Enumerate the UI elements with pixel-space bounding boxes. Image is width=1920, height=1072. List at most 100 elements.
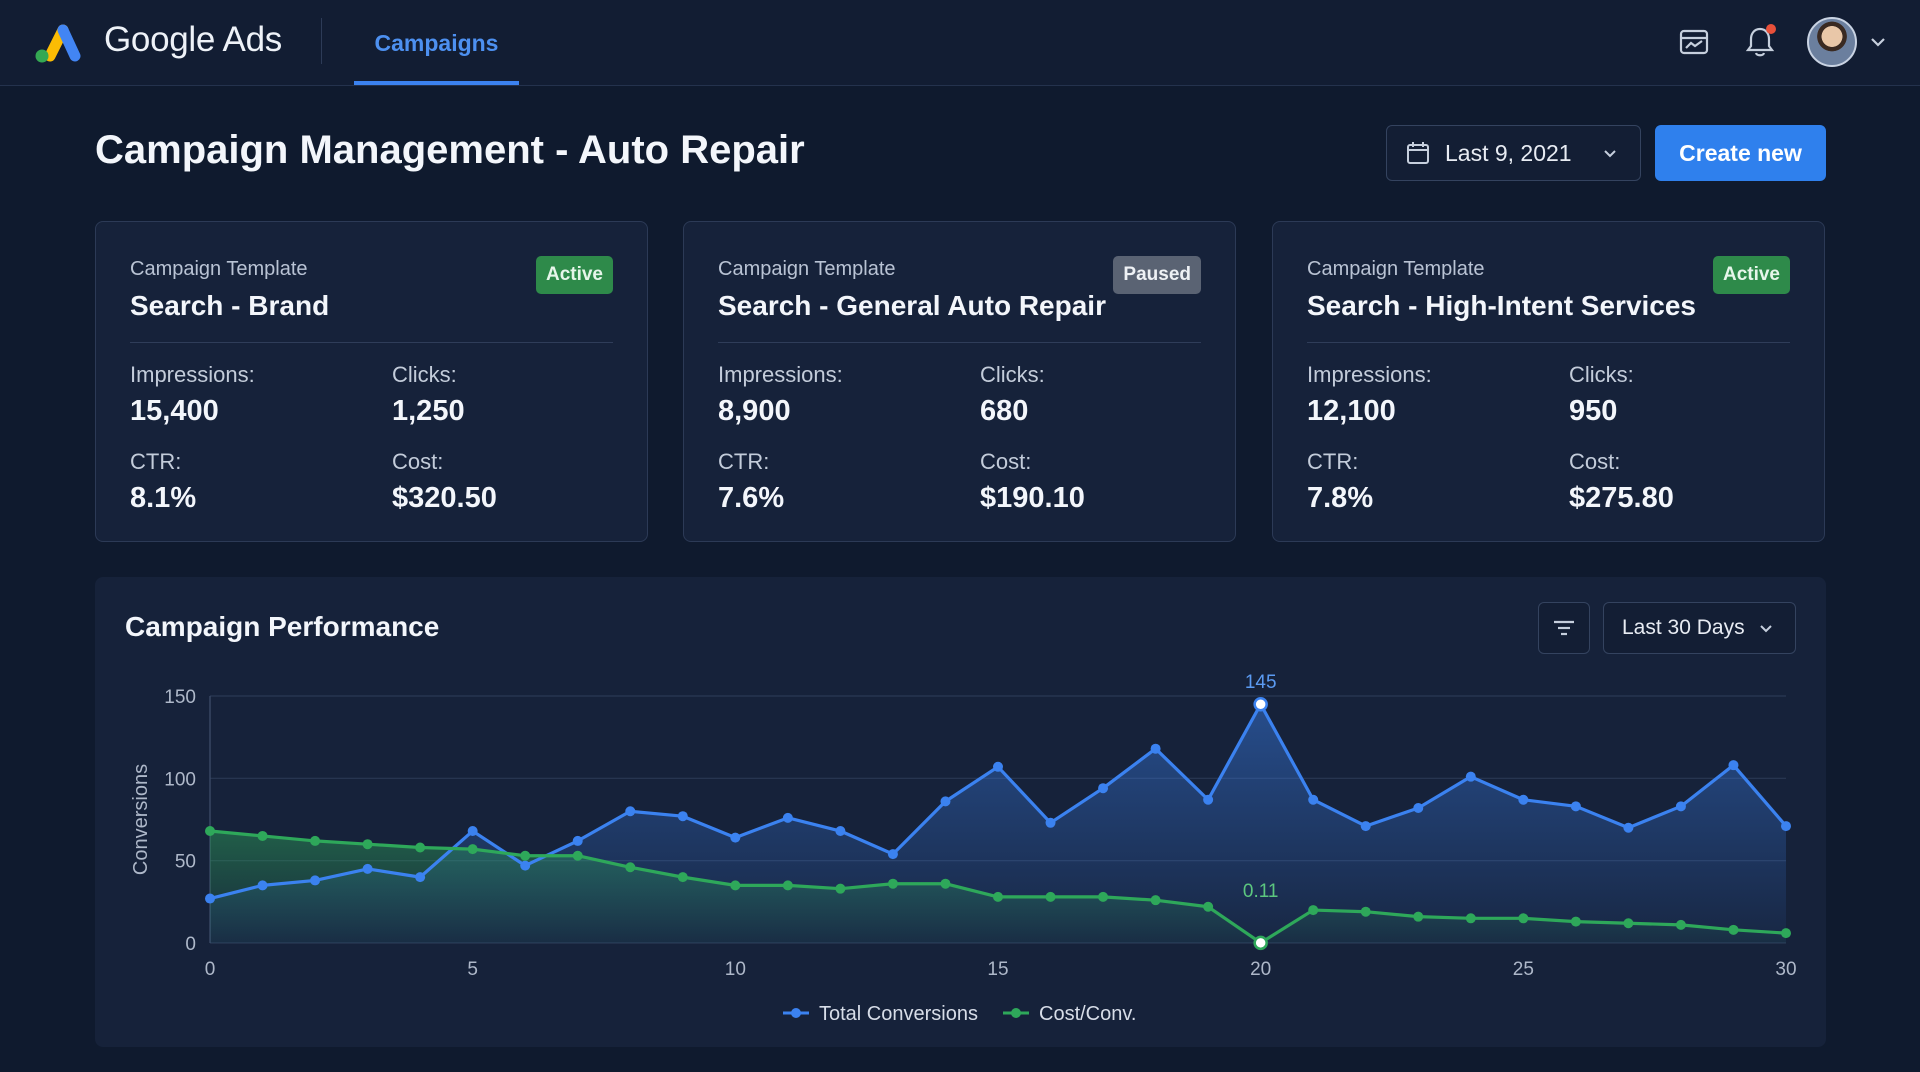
data-point xyxy=(1045,891,1056,902)
data-point xyxy=(1781,928,1791,939)
cost-value: $275.80 xyxy=(1569,482,1674,514)
data-point xyxy=(1465,913,1476,924)
data-point xyxy=(1570,916,1581,927)
data-point xyxy=(1203,794,1214,805)
highlight-point xyxy=(1253,696,1268,712)
page-title: Campaign Management - Auto Repair xyxy=(95,128,805,172)
legend-label: Total Conversions xyxy=(819,1003,978,1025)
status-badge: Active xyxy=(535,256,613,294)
cost-value: $320.50 xyxy=(392,482,497,514)
data-point xyxy=(467,844,478,855)
data-point xyxy=(677,872,688,883)
ctr-label: CTR: xyxy=(130,449,182,474)
date-range-selector[interactable]: Last 9, 2021 xyxy=(1386,125,1641,181)
data-point xyxy=(1413,911,1424,922)
data-point xyxy=(940,878,951,889)
clicks-label: Clicks: xyxy=(392,362,457,387)
campaign-card[interactable]: Campaign Template Search - General Auto … xyxy=(683,221,1236,542)
data-point xyxy=(310,835,321,846)
avatar[interactable] xyxy=(1807,17,1857,67)
data-point xyxy=(520,860,531,871)
tab-campaigns[interactable]: Campaigns xyxy=(374,29,499,56)
chevron-down-icon[interactable] xyxy=(1866,30,1890,54)
data-point xyxy=(257,880,268,891)
chevron-down-icon xyxy=(1759,625,1772,633)
x-tick-label: 15 xyxy=(987,959,1008,980)
data-point xyxy=(1413,802,1424,813)
ctr-value: 7.6% xyxy=(718,482,785,514)
active-tab-indicator xyxy=(354,81,519,85)
data-point xyxy=(1465,771,1476,782)
data-point xyxy=(1675,801,1686,812)
notifications-bell-icon[interactable] xyxy=(1740,22,1780,62)
data-point xyxy=(1045,817,1056,828)
clicks-value: 680 xyxy=(980,395,1029,427)
clicks-label: Clicks: xyxy=(1569,362,1634,387)
tools-icon[interactable] xyxy=(1674,22,1714,62)
impressions-value: 12,100 xyxy=(1307,395,1396,427)
data-point xyxy=(887,878,898,889)
campaign-card[interactable]: Campaign Template Search - High-Intent S… xyxy=(1272,221,1825,542)
x-tick-label: 30 xyxy=(1775,959,1796,980)
data-point xyxy=(415,842,426,853)
impressions-label: Impressions: xyxy=(130,362,255,387)
data-point xyxy=(782,880,793,891)
google-ads-logo-icon[interactable] xyxy=(30,18,82,64)
data-point xyxy=(572,850,583,861)
card-divider xyxy=(1307,342,1790,343)
filter-icon xyxy=(1554,620,1574,636)
y-tick-label: 150 xyxy=(164,687,196,708)
cost-label: Cost: xyxy=(980,449,1032,474)
create-new-button[interactable]: Create new xyxy=(1655,125,1826,181)
campaign-card[interactable]: Campaign Template Search - Brand Active … xyxy=(95,221,648,542)
y-tick-label: 0 xyxy=(185,934,196,955)
data-point xyxy=(1308,794,1319,805)
data-point xyxy=(1728,924,1739,935)
data-point xyxy=(1150,895,1161,906)
data-point xyxy=(1098,891,1109,902)
impressions-value: 8,900 xyxy=(718,395,791,427)
legend-marker xyxy=(791,1008,801,1018)
campaign-name: Search - General Auto Repair xyxy=(718,290,1106,321)
performance-panel: Campaign Performance Last 30 Days 0 50 100… xyxy=(95,577,1826,1047)
card-divider xyxy=(718,342,1201,343)
highlight-point xyxy=(1253,935,1268,951)
y-tick-label: 100 xyxy=(164,769,196,790)
clicks-value: 1,250 xyxy=(392,395,465,427)
ctr-label: CTR: xyxy=(718,449,770,474)
filter-button[interactable] xyxy=(1538,602,1590,654)
data-point xyxy=(1098,783,1109,794)
clicks-value: 950 xyxy=(1569,395,1618,427)
performance-chart: 0 50 100 150 0 5 10 15 20 25 30 Conversions 145 0.11 T… xyxy=(130,672,1797,1025)
card-subtitle: Campaign Template xyxy=(1307,258,1485,280)
data-point xyxy=(415,872,426,883)
data-label: 0.11 xyxy=(1243,881,1279,902)
divider xyxy=(321,18,322,64)
data-point xyxy=(887,849,898,860)
x-tick-label: 0 xyxy=(205,959,216,980)
data-point xyxy=(1623,822,1634,833)
data-point xyxy=(1518,913,1529,924)
y-tick-label: 50 xyxy=(175,852,196,873)
data-point xyxy=(1360,821,1371,832)
card-subtitle: Campaign Template xyxy=(718,258,896,280)
impressions-label: Impressions: xyxy=(718,362,843,387)
x-tick-label: 5 xyxy=(467,959,478,980)
data-point xyxy=(205,826,215,837)
data-point xyxy=(1203,901,1214,912)
chevron-down-icon xyxy=(1603,150,1616,158)
data-point xyxy=(677,811,688,822)
data-point xyxy=(257,830,268,841)
data-point xyxy=(940,796,951,807)
data-point xyxy=(835,883,846,894)
y-axis-label: Conversions xyxy=(130,764,152,875)
status-badge: Active xyxy=(1712,256,1790,294)
time-range-dropdown[interactable]: Last 30 Days xyxy=(1603,602,1796,654)
card-subtitle: Campaign Template xyxy=(130,258,308,280)
data-point xyxy=(520,850,531,861)
data-point xyxy=(205,893,215,904)
data-point xyxy=(572,835,583,846)
data-point xyxy=(993,761,1003,772)
data-point xyxy=(1308,905,1319,916)
card-divider xyxy=(130,342,613,343)
